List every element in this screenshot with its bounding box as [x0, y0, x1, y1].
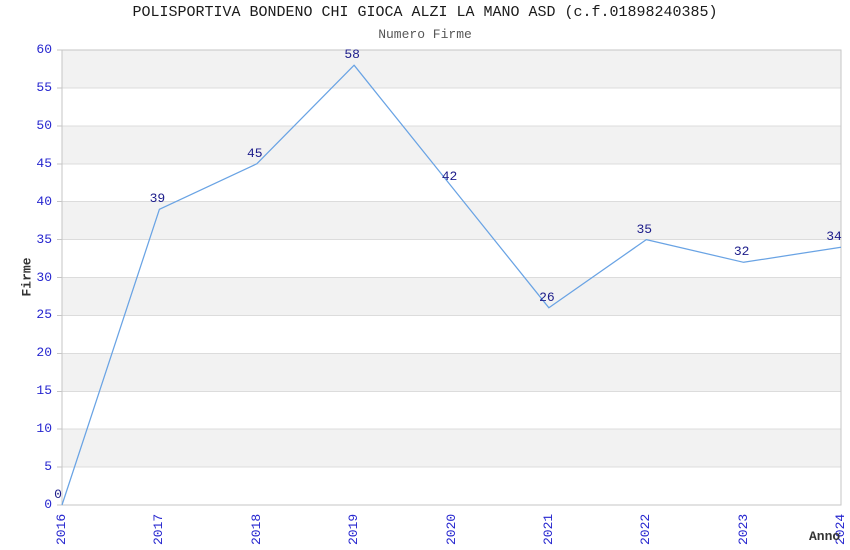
- series-line: [61, 64, 842, 506]
- chart-title: POLISPORTIVA BONDENO CHI GIOCA ALZI LA M…: [132, 4, 718, 21]
- y-tick-label: 40: [36, 193, 52, 209]
- y-tick-label: 5: [44, 459, 52, 475]
- y-tick-label: 25: [36, 307, 52, 323]
- y-tick-label: 45: [36, 155, 52, 171]
- plot-band: [62, 50, 841, 88]
- x-tick-label: 2017: [151, 513, 167, 545]
- y-tick-label: 30: [36, 269, 52, 285]
- plot-band: [62, 429, 841, 468]
- data-label: 35: [636, 221, 653, 237]
- y-axis-title: Firme: [19, 257, 35, 297]
- plot-band: [62, 201, 841, 240]
- x-axis-title: Anno: [809, 529, 841, 544]
- y-tick-label: 10: [36, 421, 52, 437]
- y-tick-label: 35: [36, 231, 52, 247]
- plot-band: [62, 353, 841, 392]
- data-label: 34: [826, 229, 842, 245]
- x-tick-label: 2020: [443, 513, 459, 545]
- chart-subtitle: Numero Firme: [378, 27, 472, 42]
- y-tick-label: 0: [44, 497, 52, 512]
- x-tick-label: 2023: [735, 513, 751, 545]
- data-label: 26: [539, 289, 555, 305]
- y-tick-label: 15: [36, 383, 52, 399]
- data-label: 58: [344, 47, 360, 63]
- plot-band: [62, 125, 841, 164]
- y-tick-label: 50: [36, 117, 52, 133]
- plot-band: [62, 277, 841, 316]
- y-tick-label: 20: [36, 345, 52, 361]
- data-label: 39: [149, 191, 166, 207]
- x-tick-label: 2019: [346, 513, 362, 545]
- x-tick-label: 2016: [54, 513, 69, 545]
- data-label: 32: [733, 244, 750, 260]
- plot-border: [61, 49, 842, 506]
- data-label: 0: [54, 487, 62, 502]
- data-label: 42: [441, 168, 458, 184]
- x-tick-label: 2021: [540, 513, 556, 545]
- x-tick-label: 2018: [248, 513, 264, 545]
- y-tick-label: 60: [36, 42, 52, 57]
- data-label: 45: [246, 145, 263, 161]
- y-tick-label: 55: [36, 79, 52, 95]
- x-tick-label: 2022: [638, 513, 654, 545]
